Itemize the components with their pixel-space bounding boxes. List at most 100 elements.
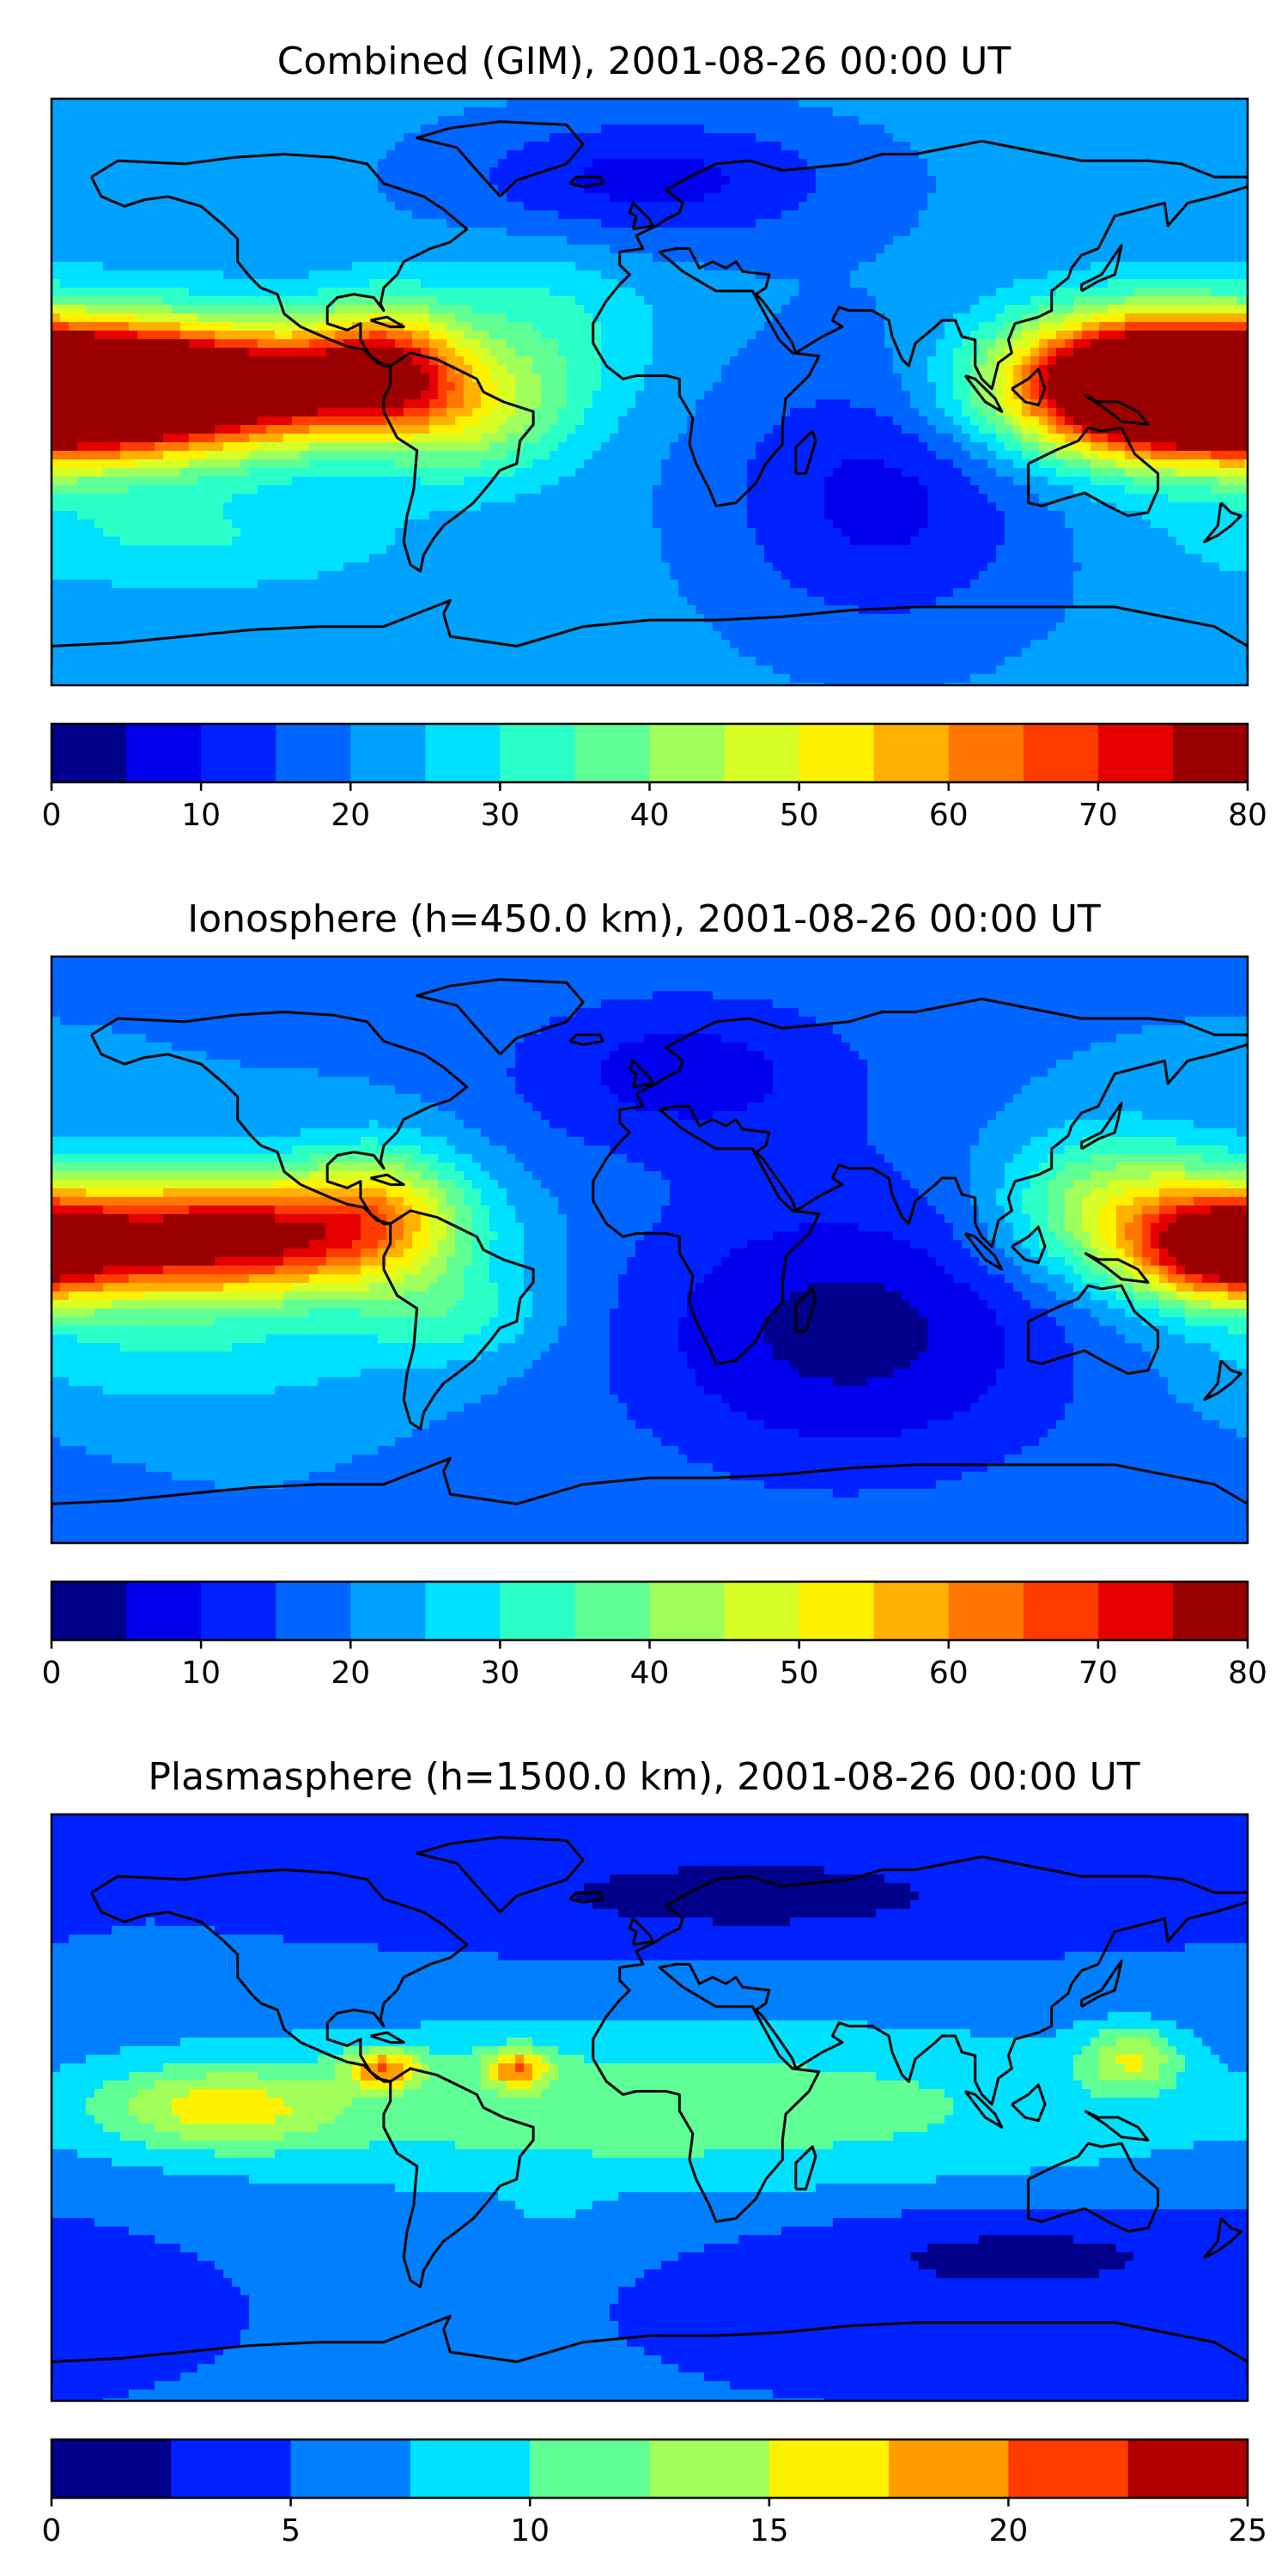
heatmap-cell (567, 142, 576, 151)
heatmap-cell (696, 279, 705, 289)
heatmap-cell (953, 382, 963, 392)
heatmap-cell (1125, 133, 1134, 143)
heatmap-cell (103, 99, 112, 108)
heatmap-cell (447, 356, 456, 366)
heatmap-cell (841, 185, 851, 194)
heatmap-cell (472, 365, 482, 374)
heatmap-cell (824, 228, 834, 237)
heatmap-cell (1236, 228, 1246, 237)
heatmap-cell (1228, 313, 1237, 323)
heatmap-cell (884, 159, 894, 168)
heatmap-cell (215, 107, 224, 117)
heatmap-cell (575, 391, 585, 400)
heatmap-cell (670, 288, 679, 297)
heatmap-cell (1108, 99, 1117, 108)
heatmap-cell (893, 270, 902, 280)
heatmap-cell (1133, 176, 1143, 185)
heatmap-cell (172, 228, 181, 237)
heatmap-cell (292, 339, 301, 349)
heatmap-cell (481, 331, 490, 340)
heatmap-cell (902, 305, 911, 314)
heatmap-cell (987, 133, 997, 143)
heatmap-cell (301, 142, 310, 151)
heatmap-cell (103, 133, 112, 143)
heatmap-cell (618, 391, 628, 400)
heatmap-cell (670, 339, 679, 349)
heatmap-cell (575, 176, 585, 185)
heatmap-cell (1151, 142, 1160, 151)
heatmap-cell (1065, 159, 1074, 168)
heatmap-cell (970, 253, 980, 263)
heatmap-cell (249, 176, 258, 185)
heatmap-cell (1073, 176, 1083, 185)
heatmap-cell (884, 228, 894, 237)
heatmap-cell (266, 365, 276, 374)
heatmap-cell (215, 167, 224, 177)
heatmap-cell (498, 99, 507, 108)
heatmap-cell (945, 288, 954, 297)
heatmap-cell (687, 99, 696, 108)
heatmap-cell (326, 202, 336, 211)
heatmap-cell (567, 202, 576, 211)
heatmap-cell (696, 125, 705, 134)
heatmap-cell (369, 150, 379, 160)
heatmap-cell (275, 116, 284, 125)
heatmap-cell (635, 202, 645, 211)
heatmap-cell (163, 253, 173, 263)
heatmap-cell (747, 279, 756, 289)
heatmap-cell (1065, 374, 1074, 383)
heatmap-cell (1030, 228, 1040, 237)
heatmap-cell (781, 322, 791, 331)
heatmap-cell (919, 202, 928, 211)
heatmap-cell (361, 193, 370, 203)
heatmap-cell (498, 176, 507, 185)
heatmap-cell (1185, 288, 1194, 297)
heatmap-cell (378, 116, 387, 125)
heatmap-cell (1228, 322, 1237, 331)
heatmap-cell (378, 167, 387, 177)
heatmap-cell (163, 99, 173, 108)
heatmap-cell (696, 331, 705, 340)
heatmap-cell (94, 228, 104, 237)
heatmap-cell (816, 313, 825, 323)
heatmap-cell (232, 374, 241, 383)
heatmap-cell (481, 219, 490, 228)
heatmap-cell (472, 262, 482, 271)
heatmap-cell (361, 176, 370, 185)
heatmap-cell (1030, 279, 1040, 289)
heatmap-cell (481, 296, 490, 306)
heatmap-cell (996, 391, 1005, 400)
heatmap-cell (962, 391, 971, 400)
heatmap-cell (1228, 348, 1237, 357)
heatmap-cell (1108, 365, 1117, 374)
heatmap-cell (197, 219, 207, 228)
heatmap-cell (610, 253, 619, 263)
heatmap-cell (69, 399, 78, 409)
heatmap-cell (859, 150, 868, 160)
heatmap-cell (1194, 236, 1203, 246)
heatmap-cell (1082, 99, 1091, 108)
heatmap-cell (266, 236, 276, 246)
heatmap-cell (1005, 382, 1014, 392)
heatmap-cell (592, 279, 602, 289)
heatmap-cell (1013, 245, 1023, 254)
heatmap-cell (1099, 382, 1109, 392)
heatmap-cell (704, 159, 714, 168)
heatmap-cell (447, 399, 456, 409)
heatmap-cell (395, 150, 404, 160)
heatmap-cell (1073, 159, 1083, 168)
heatmap-cell (197, 399, 207, 409)
heatmap-cell (1116, 391, 1126, 400)
heatmap-cell (799, 185, 808, 194)
heatmap-cell (773, 305, 782, 314)
heatmap-cell (438, 288, 447, 297)
heatmap-cell (816, 236, 825, 246)
heatmap-cell (180, 365, 190, 374)
heatmap-cell (910, 262, 920, 271)
heatmap-cell (1142, 159, 1151, 168)
heatmap-cell (197, 236, 207, 246)
heatmap-cell (232, 125, 241, 134)
heatmap-cell (507, 262, 516, 271)
heatmap-cell (584, 356, 593, 366)
heatmap-cell (661, 210, 671, 220)
